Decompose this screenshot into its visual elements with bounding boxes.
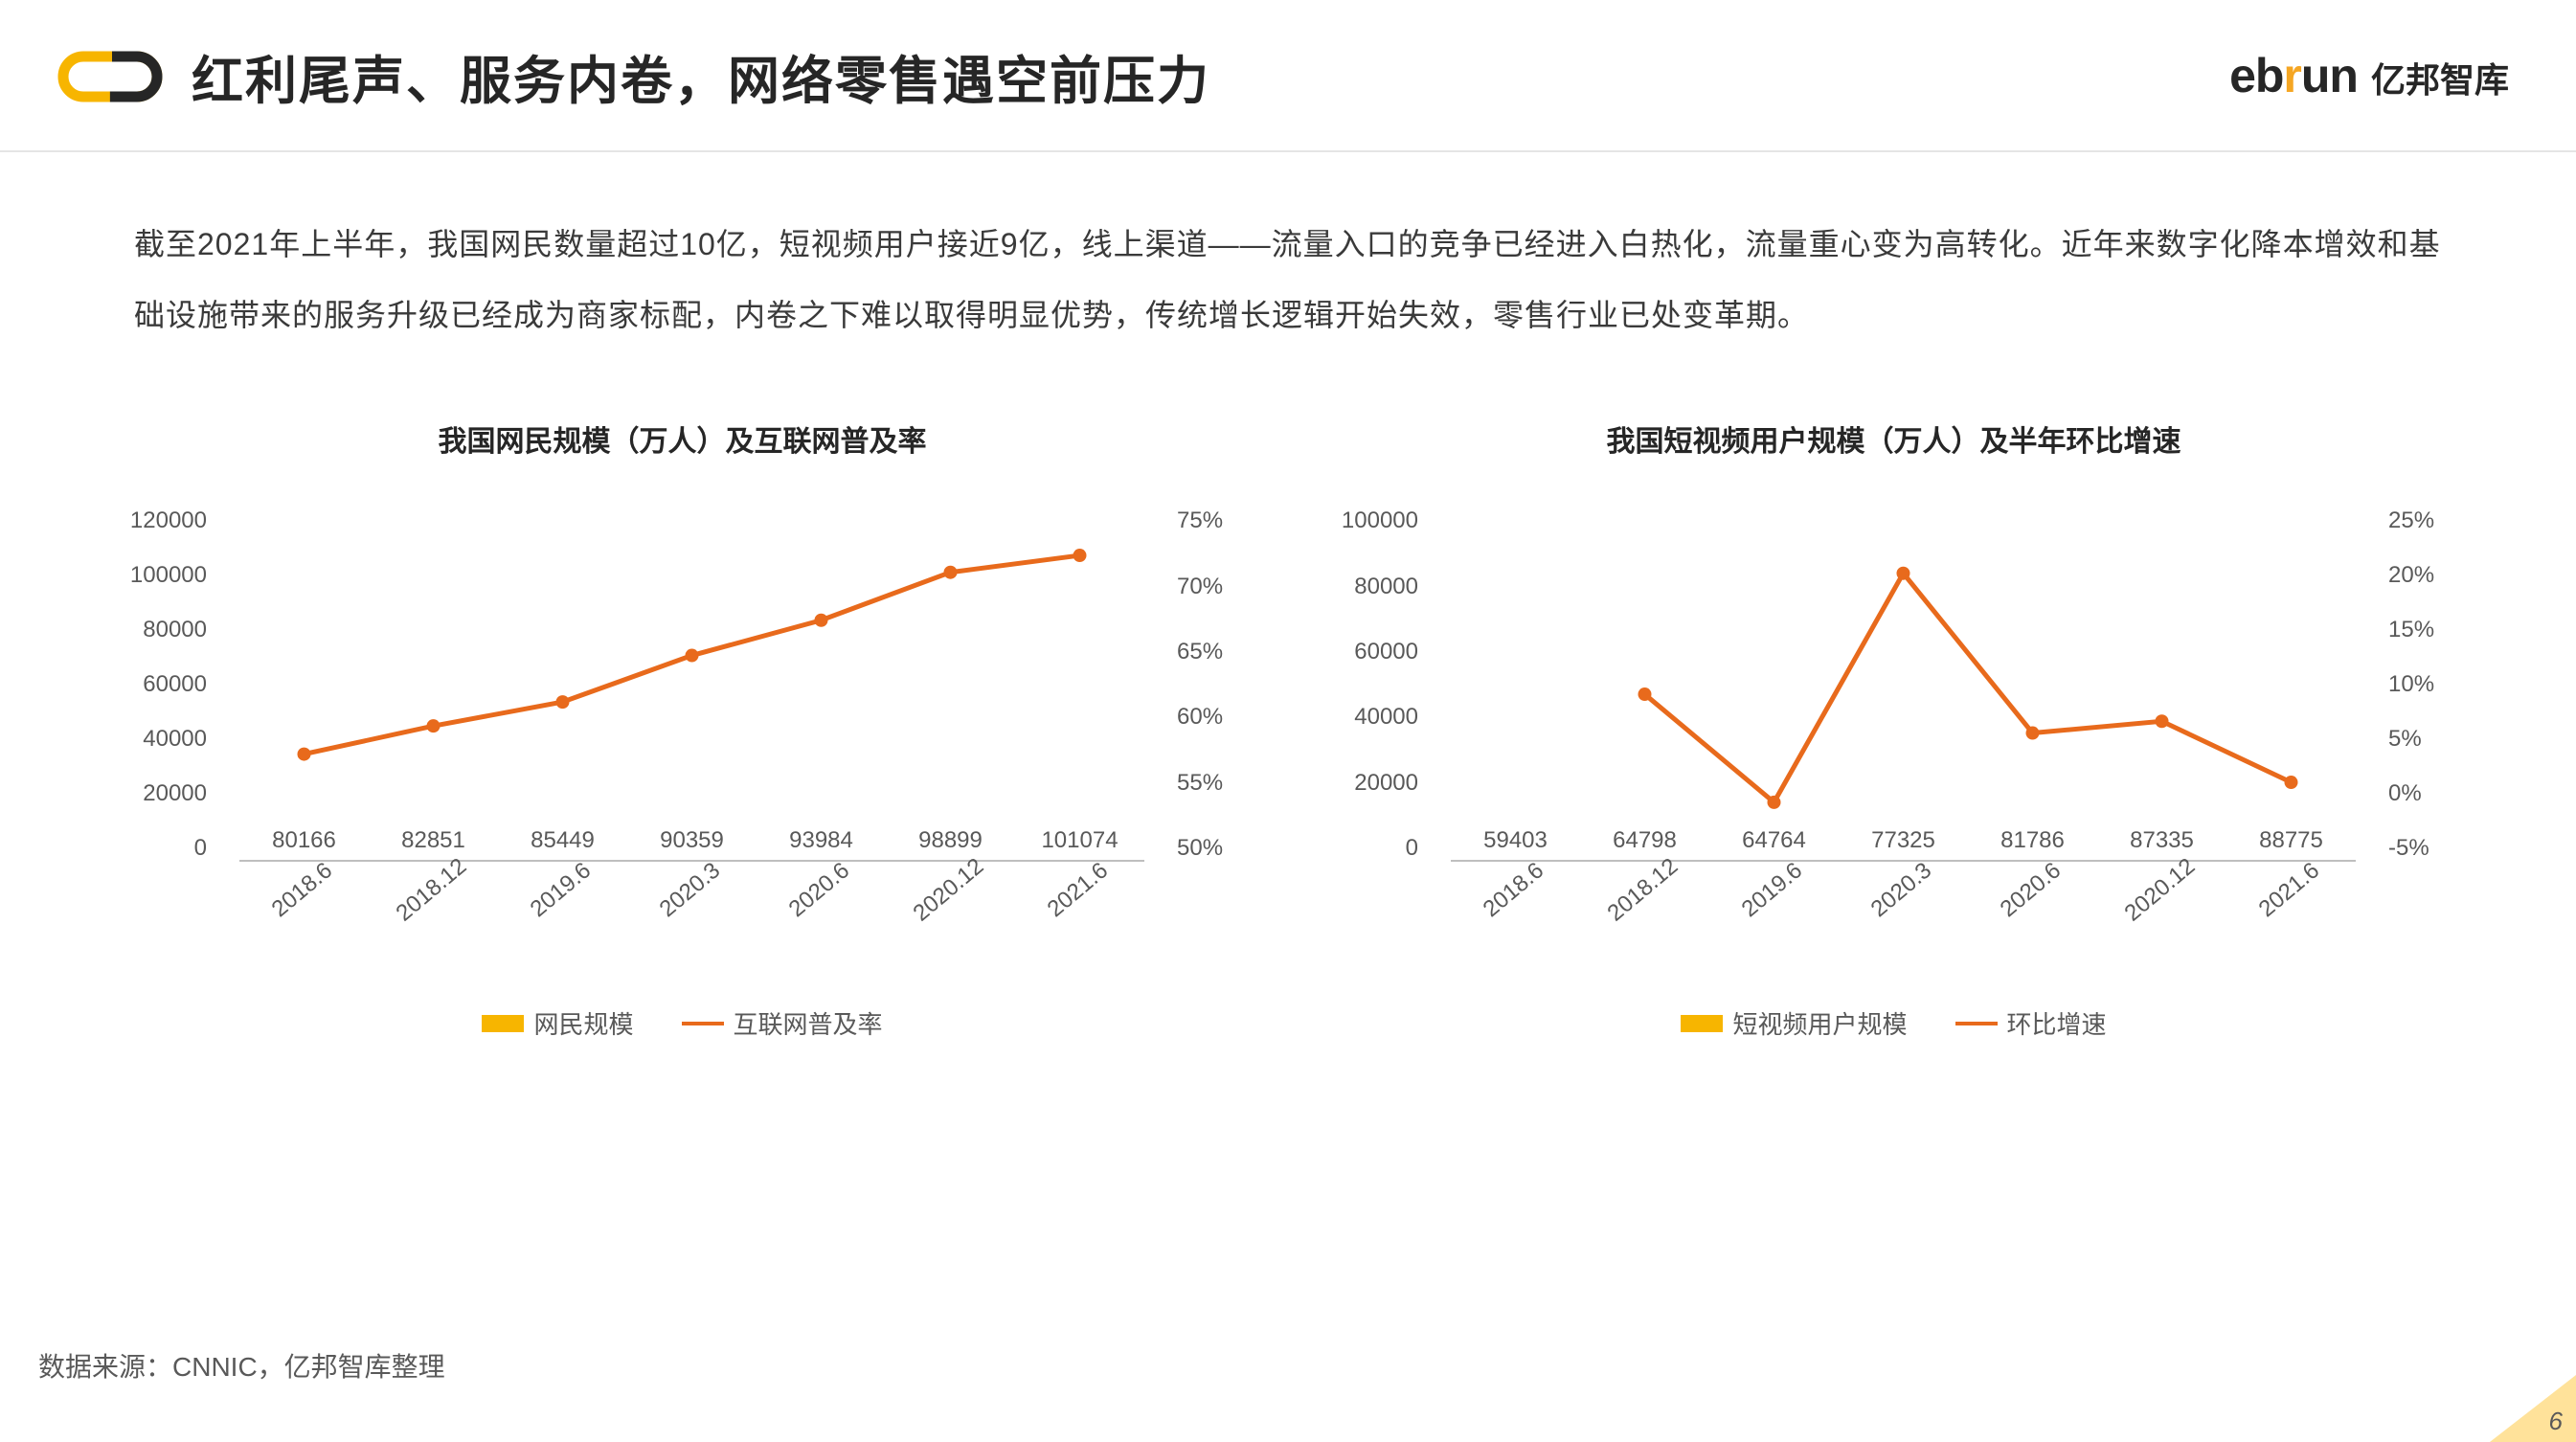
- y-tick: 60000: [1317, 639, 1418, 665]
- page-corner-icon: [2490, 1375, 2576, 1442]
- line-swatch-icon: [1955, 1022, 1998, 1025]
- y-tick: 60000: [105, 671, 207, 698]
- y-tick: 25%: [2388, 507, 2471, 534]
- y-tick: 70%: [1177, 574, 1259, 600]
- page-title: 红利尾声、服务内卷，网络零售遇空前压力: [192, 38, 1210, 114]
- y-tick: 50%: [1177, 835, 1259, 862]
- bar-swatch-icon: [482, 1015, 524, 1032]
- legend-line-label: 环比增速: [2007, 1005, 2107, 1041]
- y-tick: 75%: [1177, 507, 1259, 534]
- chart-right-area: 100000 80000 60000 40000 20000 0 25% 20% 15% 10%…: [1317, 507, 2471, 929]
- y-tick: 40000: [1317, 704, 1418, 731]
- chart-left-plot: 801668285185449903599398498899101074: [239, 507, 1144, 862]
- chart-right-legend: 短视频用户规模 环比增速: [1317, 1005, 2471, 1041]
- link-logo-icon: [57, 43, 163, 110]
- page-number: 6: [2549, 1407, 2563, 1436]
- bar-value-label: 87335: [2130, 827, 2194, 854]
- bar-value-label: 64798: [1613, 827, 1677, 854]
- legend-bar-item: 短视频用户规模: [1681, 1005, 1907, 1041]
- chart-right: 我国短视频用户规模（万人）及半年环比增速 100000 80000 60000 400…: [1317, 417, 2471, 1041]
- bar-value-label: 98899: [918, 827, 983, 854]
- brand-logo: ebrun 亿邦智库: [2229, 48, 2509, 103]
- bar-value-label: 81786: [2000, 827, 2065, 854]
- legend-line-item: 互联网普及率: [682, 1005, 883, 1041]
- bar-value-label: 59403: [1483, 827, 1548, 854]
- brand-en-suffix: un: [2301, 49, 2358, 102]
- y-tick: 80000: [1317, 574, 1418, 600]
- y-tick: 100000: [105, 562, 207, 589]
- chart-right-bars: 59403 64798 64764 77325 81786 87335 88775: [1451, 507, 2356, 860]
- chart-left-area: 120000 100000 80000 60000 40000 20000 0 75% 70%…: [105, 507, 1259, 929]
- y-tick: 0: [1317, 835, 1418, 862]
- y-tick: 20%: [2388, 562, 2471, 589]
- legend-line-item: 环比增速: [1955, 1005, 2107, 1041]
- y-tick: 0: [105, 835, 207, 862]
- brand-en-prefix: eb: [2229, 49, 2283, 102]
- brand-zh: 亿邦智库: [2371, 53, 2509, 102]
- line-swatch-icon: [682, 1022, 724, 1025]
- y-tick: 55%: [1177, 770, 1259, 797]
- header: 红利尾声、服务内卷，网络零售遇空前压力: [0, 0, 2576, 133]
- bar-value-label: 80166: [272, 827, 336, 854]
- bar-swatch-icon: [1681, 1015, 1723, 1032]
- chart-left-y-left: 120000 100000 80000 60000 40000 20000 0: [105, 507, 220, 862]
- charts-row: 我国网民规模（万人）及互联网普及率 120000 100000 80000 60000…: [0, 350, 2576, 1041]
- y-tick: 10%: [2388, 671, 2471, 698]
- bar-value-label: 77325: [1871, 827, 1935, 854]
- body-paragraph: 截至2021年上半年，我国网民数量超过10亿，短视频用户接近9亿，线上渠道——流…: [0, 152, 2576, 350]
- y-tick: 60%: [1177, 704, 1259, 731]
- bar-value-label: 90359: [660, 827, 724, 854]
- legend-bar-label: 短视频用户规模: [1732, 1005, 1907, 1041]
- chart-left-bars: 801668285185449903599398498899101074: [239, 507, 1144, 860]
- bar-value-label: 93984: [789, 827, 853, 854]
- bar-value-label: 82851: [401, 827, 465, 854]
- chart-right-title: 我国短视频用户规模（万人）及半年环比增速: [1317, 417, 2471, 460]
- brand-en-accent: r: [2283, 49, 2300, 102]
- bar-value-label: 85449: [531, 827, 595, 854]
- y-tick: -5%: [2388, 835, 2471, 862]
- chart-left-legend: 网民规模 互联网普及率: [105, 1005, 1259, 1041]
- y-tick: 15%: [2388, 617, 2471, 643]
- chart-left: 我国网民规模（万人）及互联网普及率 120000 100000 80000 60000…: [105, 417, 1259, 1041]
- legend-bar-label: 网民规模: [533, 1005, 633, 1041]
- chart-right-plot: 59403 64798 64764 77325 81786 87335 88775: [1451, 507, 2356, 862]
- chart-left-x-axis: 2018.62018.122019.62020.32020.62020.1220…: [239, 871, 1144, 898]
- legend-bar-item: 网民规模: [482, 1005, 633, 1041]
- y-tick: 65%: [1177, 639, 1259, 665]
- y-tick: 100000: [1317, 507, 1418, 534]
- chart-right-x-axis: 2018.62018.122019.62020.32020.62020.1220…: [1451, 871, 2356, 898]
- y-tick: 20000: [105, 780, 207, 807]
- y-tick: 120000: [105, 507, 207, 534]
- y-tick: 40000: [105, 726, 207, 753]
- chart-left-title: 我国网民规模（万人）及互联网普及率: [105, 417, 1259, 460]
- chart-left-y-right: 75% 70% 65% 60% 55% 50%: [1164, 507, 1259, 862]
- chart-right-y-left: 100000 80000 60000 40000 20000 0: [1317, 507, 1432, 862]
- legend-line-label: 互联网普及率: [734, 1005, 883, 1041]
- y-tick: 80000: [105, 617, 207, 643]
- y-tick: 0%: [2388, 780, 2471, 807]
- data-source: 数据来源：CNNIC，亿邦智库整理: [38, 1346, 445, 1385]
- brand-en: ebrun: [2229, 48, 2358, 103]
- y-tick: 20000: [1317, 770, 1418, 797]
- bar-value-label: 88775: [2259, 827, 2323, 854]
- chart-right-y-right: 25% 20% 15% 10% 5% 0% -5%: [2375, 507, 2471, 862]
- bar-value-label: 64764: [1742, 827, 1806, 854]
- y-tick: 5%: [2388, 726, 2471, 753]
